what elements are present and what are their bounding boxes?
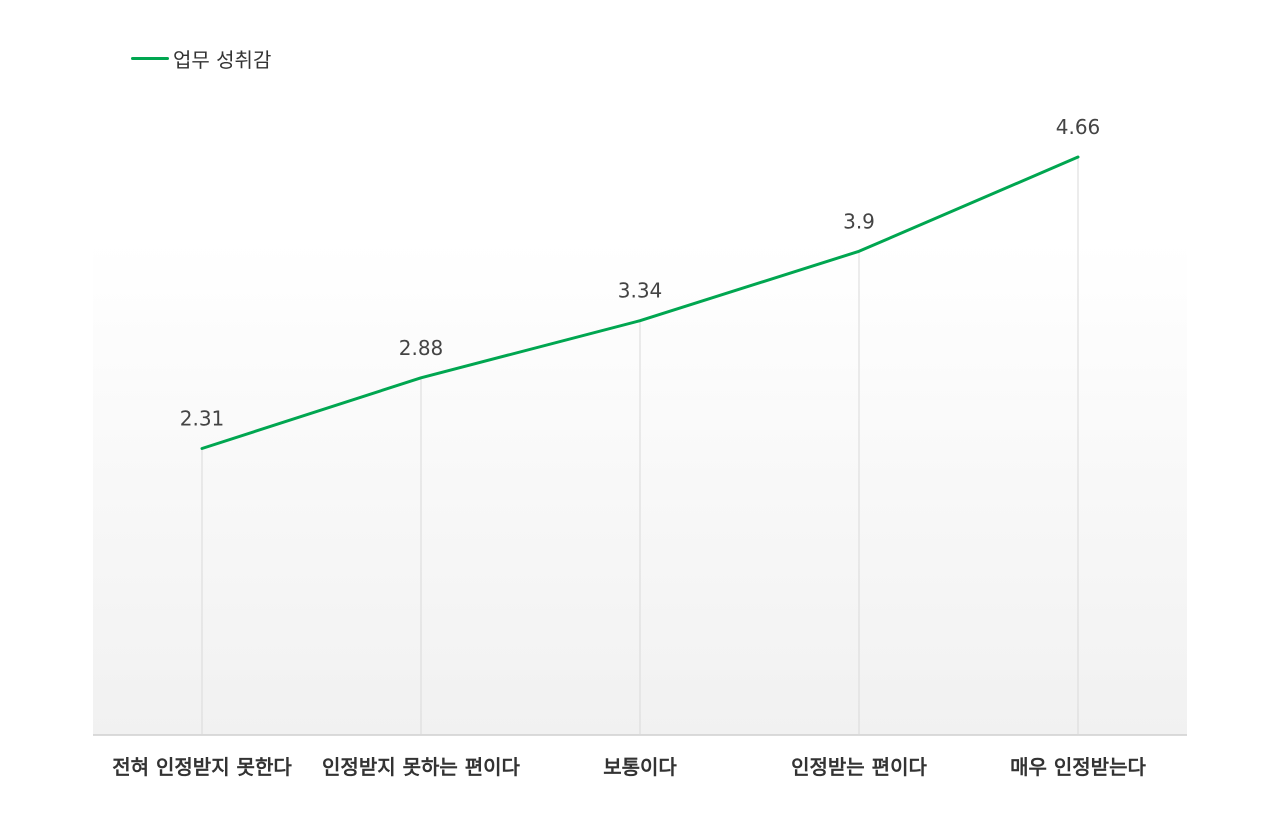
x-tick-label: 인정받는 편이다 xyxy=(791,755,927,779)
legend: 업무 성취감 xyxy=(131,44,271,73)
data-label: 2.31 xyxy=(180,406,225,430)
legend-line-swatch xyxy=(131,57,169,60)
data-label: 3.9 xyxy=(843,209,875,233)
x-tick-label: 인정받지 못하는 편이다 xyxy=(322,755,520,779)
series-line xyxy=(200,155,1080,450)
data-label: 4.66 xyxy=(1056,115,1101,139)
x-tick-label: 매우 인정받는다 xyxy=(1010,755,1146,779)
x-tick-label: 전혀 인정받지 못한다 xyxy=(112,755,292,779)
data-labels: 2.31 2.88 3.34 3.9 4.66 xyxy=(180,115,1101,430)
gridlines xyxy=(201,156,1079,735)
data-label: 3.34 xyxy=(618,279,663,303)
data-label: 2.88 xyxy=(399,336,444,360)
x-tick-label: 보통이다 xyxy=(603,755,677,779)
legend-label: 업무 성취감 xyxy=(173,48,272,72)
